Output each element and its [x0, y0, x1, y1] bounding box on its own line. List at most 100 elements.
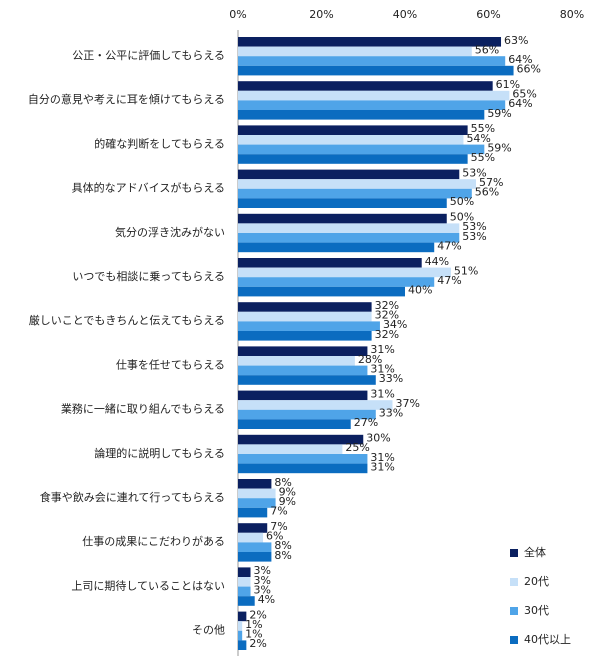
value-label: 59% — [487, 141, 511, 154]
bar — [238, 179, 476, 189]
bar — [238, 409, 376, 420]
bar — [238, 213, 447, 224]
value-label: 53% — [462, 166, 486, 179]
value-label: 6% — [266, 530, 283, 543]
value-label: 8% — [274, 476, 291, 489]
bar — [238, 110, 485, 120]
value-label: 34% — [383, 318, 407, 331]
value-label: 32% — [375, 309, 399, 322]
value-label: 31% — [370, 362, 394, 375]
y-tick-label: 厳しいことでもきちんと伝えてもらえる — [29, 313, 225, 327]
bar — [238, 542, 272, 552]
value-label: 64% — [508, 97, 532, 110]
bar — [238, 444, 343, 454]
bar — [238, 532, 264, 543]
value-label: 55% — [471, 151, 495, 164]
bar — [238, 90, 510, 101]
y-tick-label: 気分の浮き沈みがない — [115, 225, 225, 239]
y-tick-label: 的確な判断をしてもらえる — [94, 136, 225, 150]
bar — [238, 630, 243, 641]
value-label: 33% — [379, 407, 403, 420]
value-label: 59% — [487, 107, 511, 120]
legend-swatch — [510, 636, 518, 644]
y-tick-label: 仕事を任せてもらえる — [116, 358, 225, 371]
bar — [238, 356, 355, 366]
y-tick-label: その他 — [192, 624, 225, 637]
value-label: 8% — [274, 539, 291, 552]
bar — [238, 390, 368, 401]
value-label: 27% — [354, 416, 378, 429]
value-label: 32% — [375, 328, 399, 341]
bar — [238, 346, 368, 356]
bar — [238, 640, 247, 650]
bar — [238, 302, 372, 312]
y-tick-label: 論理的に説明してもらえる — [94, 446, 225, 460]
value-label: 44% — [425, 255, 449, 268]
bar — [238, 154, 468, 164]
value-label: 57% — [479, 176, 503, 189]
bar — [238, 81, 493, 91]
value-label: 32% — [375, 299, 399, 312]
bar — [238, 169, 460, 180]
x-tick-label: 0% — [229, 8, 246, 21]
bar — [238, 479, 272, 489]
value-label: 54% — [466, 132, 490, 145]
legend-label: 30代 — [524, 604, 549, 617]
legend-swatch — [510, 578, 518, 586]
value-label: 31% — [370, 343, 394, 356]
bar — [238, 46, 472, 57]
value-label: 8% — [274, 549, 291, 562]
value-label: 31% — [370, 460, 394, 473]
y-tick-label: 仕事の成果にこだわりがある — [82, 534, 225, 548]
value-label: 50% — [450, 195, 474, 208]
value-label: 1% — [245, 618, 262, 631]
bar — [238, 100, 506, 110]
bar — [238, 463, 368, 474]
bar — [238, 498, 276, 508]
bar — [238, 144, 485, 155]
y-tick-label: 上司に期待していることはない — [71, 578, 225, 592]
x-tick-label: 80% — [560, 8, 584, 21]
value-label: 31% — [370, 387, 394, 400]
bar — [238, 267, 451, 278]
value-label: 3% — [254, 583, 271, 596]
bar — [238, 65, 514, 76]
value-label: 25% — [345, 441, 369, 454]
value-label: 2% — [249, 637, 266, 650]
bar — [238, 488, 276, 499]
bar — [238, 577, 251, 587]
bar — [238, 586, 251, 597]
bar — [238, 365, 368, 376]
value-label: 61% — [496, 78, 520, 91]
bar — [238, 567, 251, 577]
bar — [238, 596, 255, 606]
bar — [238, 277, 435, 287]
value-label: 3% — [254, 564, 271, 577]
bar — [238, 400, 393, 410]
x-tick-label: 60% — [476, 8, 500, 21]
value-label: 63% — [504, 34, 528, 47]
bar — [238, 258, 422, 268]
value-label: 50% — [450, 211, 474, 224]
value-label: 56% — [475, 186, 499, 199]
value-label: 31% — [370, 451, 394, 464]
value-label: 56% — [475, 43, 499, 56]
bar — [238, 611, 247, 622]
value-label: 33% — [379, 372, 403, 385]
value-label: 3% — [254, 574, 271, 587]
legend-swatch — [510, 607, 518, 615]
bar — [238, 331, 372, 341]
bar — [238, 454, 368, 464]
bar — [238, 188, 472, 199]
value-label: 28% — [358, 353, 382, 366]
bar — [238, 198, 447, 208]
bar — [238, 242, 435, 253]
value-label: 4% — [258, 593, 275, 606]
bar — [238, 125, 468, 135]
value-label: 9% — [279, 495, 296, 508]
y-tick-label: 公正・公平に評価してもらえる — [72, 48, 225, 62]
bar — [238, 37, 502, 47]
legend-swatch — [510, 549, 518, 557]
bar — [238, 135, 464, 145]
